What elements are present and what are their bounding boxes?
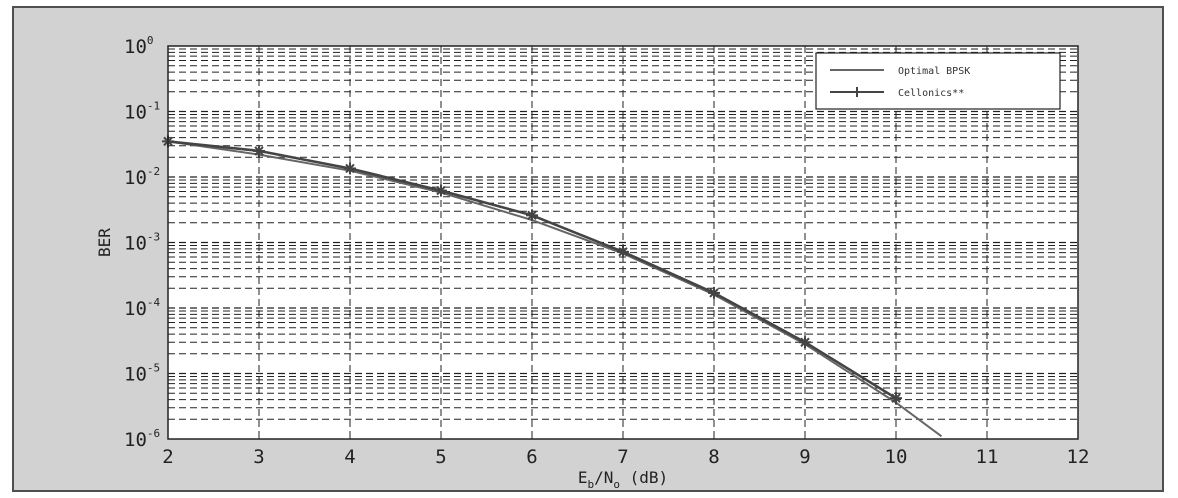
data-point-stroke [709,288,719,298]
y-tick-label: 10-2 [124,165,160,189]
data-point [526,209,538,222]
y-tick-label: 100 [124,34,154,58]
data-point [617,245,629,258]
x-tick-label: 7 [617,446,628,468]
x-tick-label: 3 [253,446,264,468]
y-tick-label: 10-1 [124,100,160,124]
x-tick-label: 9 [799,446,810,468]
x-axis-label-part: (dB) [620,468,668,487]
y-tick-label: 10-4 [124,296,161,320]
y-tick-label: 10-6 [124,427,160,451]
data-point-stroke [800,337,810,347]
data-point-stroke [618,247,628,257]
y-tick-exponent: -6 [147,427,160,440]
legend-label: Cellonics** [898,88,964,99]
data-point-stroke [254,146,264,156]
x-axis-label-part: b [587,478,594,490]
ber-chart: 2 3 4 5 6 7 8 9 10 11 12 10010-110-210-310-410-510… [95,34,1089,490]
legend: Optimal BPSK Cellonics** [815,52,1061,110]
data-point [253,144,265,157]
data-point-stroke [891,393,901,403]
data-point [799,336,811,349]
data-point-stroke [345,163,355,174]
data-point [344,162,356,175]
x-tick-label: 5 [435,446,446,468]
x-tick-label: 4 [344,446,355,468]
data-point-stroke [436,185,446,196]
y-tick-exponent: -1 [147,100,160,113]
x-ticks: 2 3 4 5 6 7 8 9 10 11 12 [162,433,1089,468]
legend-box [815,52,1061,110]
x-tick-label: 10 [885,446,908,468]
x-tick-label: 12 [1067,446,1090,468]
x-tick-label: 2 [162,446,173,468]
y-ticks: 100 10-1 10-2 10-3 10-4 10-5 10-6 [124,34,174,451]
y-tick-label: 10-3 [124,231,160,255]
y-tick-exponent: -4 [147,296,161,309]
series-layer [162,135,943,438]
y-tick-exponent: -2 [147,165,160,178]
series-line [167,140,943,438]
data-point [435,184,447,197]
y-tick-exponent: -5 [147,362,160,375]
x-axis-label-part: o [613,478,620,490]
x-axis-label: Eb/No (dB) [578,468,668,490]
data-point-stroke [527,210,537,221]
x-tick-label: 8 [708,446,719,468]
x-axis-label-part: /N [594,468,613,487]
x-axis-label-part: E [578,468,588,487]
x-tick-label: 6 [526,446,537,468]
y-tick-label: 10-5 [124,362,160,386]
legend-label: Optimal BPSK [898,66,970,77]
chart-figure: 2 3 4 5 6 7 8 9 10 11 12 100 10-1 10-2 10-3 10-4 10-5 10… [12,6,1164,492]
data-point [890,392,902,405]
data-point [708,286,720,299]
x-tick-label: 11 [976,446,999,468]
y-tick-exponent: -3 [147,231,160,244]
y-tick-exponent: 0 [147,34,154,47]
y-axis-label: BER [95,228,114,257]
